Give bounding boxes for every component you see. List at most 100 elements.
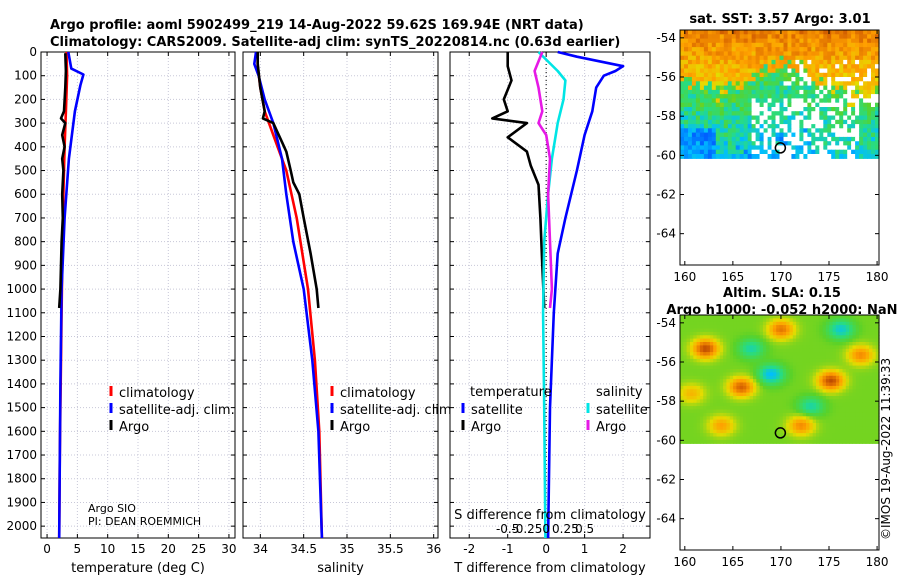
sla-cell (845, 331, 850, 336)
sla-map-frame (679, 314, 880, 551)
sst-cell (795, 111, 800, 117)
sla-cell (802, 352, 807, 357)
sla-cell (865, 352, 870, 357)
sla-cell (786, 342, 790, 346)
sst-cell (823, 81, 828, 87)
sla-cell (686, 396, 691, 400)
sst-cell (680, 59, 685, 65)
sst-cell (763, 149, 769, 155)
sst-cell (811, 85, 816, 91)
sst-cell (739, 119, 745, 125)
sla-cell (776, 362, 781, 367)
sst-cell (719, 128, 725, 134)
sla-cell (739, 325, 744, 330)
sla-cell (832, 331, 837, 336)
sla-cell (849, 358, 853, 363)
sla-cell (799, 389, 804, 394)
sst-cell (715, 59, 721, 65)
sla-cell (852, 399, 857, 404)
sla-cell (716, 433, 721, 438)
sst-cell (719, 77, 725, 82)
sla-cell (872, 409, 877, 414)
sla-cell (753, 335, 757, 340)
sla-cell (776, 358, 781, 363)
sst-cell (727, 34, 733, 40)
sla-cell (829, 321, 834, 326)
sla-cell (716, 328, 721, 333)
sla-cell (859, 439, 863, 444)
sst-cell (839, 141, 844, 147)
sla-cell (746, 423, 751, 427)
sla-cell (782, 412, 787, 417)
sla-cell (839, 318, 844, 323)
sst-cell (680, 55, 685, 61)
salinity-axis-label: salinity (317, 561, 364, 576)
sst-cell (707, 128, 713, 134)
sla-cell (729, 392, 734, 397)
sla-cell (756, 392, 761, 397)
sst-cell (688, 42, 693, 48)
sla-cell (852, 348, 857, 353)
sla-cell (699, 392, 704, 397)
sla-cell (839, 385, 844, 390)
sla-cell (713, 392, 718, 397)
sla-cell (693, 416, 698, 421)
sst-cell (715, 85, 721, 91)
sla-cell (865, 335, 870, 340)
sla-cell (809, 392, 814, 397)
sst-cell (807, 42, 812, 48)
sst-cell (739, 128, 745, 134)
sla-cell (703, 382, 708, 387)
sla-cell (683, 321, 688, 326)
sla-cell (713, 429, 718, 434)
sla-cell (806, 348, 810, 353)
sla-cell (769, 396, 774, 400)
sst-cell (755, 85, 761, 91)
sst-cell (847, 89, 852, 95)
sst-cell (755, 72, 761, 78)
sla-cell (699, 369, 704, 373)
sla-cell (733, 436, 737, 441)
sla-cell (683, 399, 688, 404)
sst-cell (703, 42, 709, 48)
sla-cell (865, 358, 870, 363)
sla-cell (796, 406, 800, 411)
sst-cell (735, 102, 741, 108)
sst-cell (827, 119, 832, 125)
sla-cell (696, 369, 701, 373)
sst-cell (819, 102, 824, 108)
sst-cell (863, 68, 868, 74)
sla-cell (835, 355, 840, 360)
sla-cell (743, 325, 747, 330)
sst-cell (839, 47, 844, 52)
sla-cell (786, 369, 790, 373)
sst-cell (747, 81, 753, 87)
sla-cell (736, 416, 741, 421)
sla-cell (716, 436, 721, 441)
sla-cell (753, 382, 757, 387)
sst-cell (759, 141, 765, 147)
sst-cell (783, 119, 789, 125)
sla-cell (753, 436, 757, 441)
sla-cell (849, 396, 853, 400)
sla-cell (703, 379, 708, 384)
sst-cell (735, 149, 741, 155)
sst-cell (795, 68, 800, 74)
sla-cell (825, 399, 830, 404)
sla-cell (845, 385, 850, 390)
sst-cell (759, 38, 765, 44)
sst-cell (771, 55, 777, 61)
sla-cell (766, 379, 771, 384)
sst-cell (851, 51, 856, 57)
sla-cell (835, 439, 840, 444)
sla-cell (835, 362, 840, 367)
sla-cell (819, 358, 824, 363)
sla-cell (865, 325, 870, 330)
map-x-tick-label: 165 (721, 555, 744, 569)
y-tick-label: 900 (14, 258, 37, 272)
sla-cell (693, 439, 698, 444)
sla-cell (699, 348, 704, 353)
sla-cell (719, 389, 724, 394)
sla-cell (822, 396, 827, 400)
sla-cell (822, 389, 827, 394)
